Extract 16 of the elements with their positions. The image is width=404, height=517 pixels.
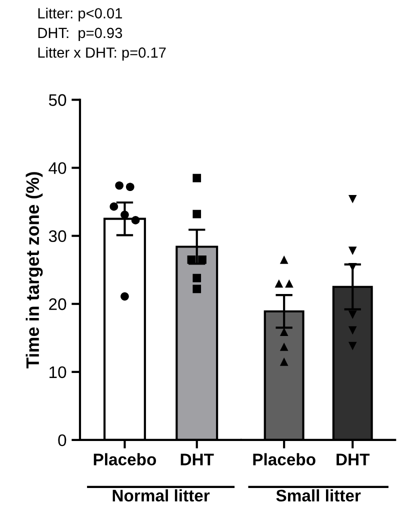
text: DHT: p=0.93 <box>38 28 122 41</box>
y-tick-label: 0 <box>58 434 66 446</box>
y-axis-title: Time in target zone (%) <box>26 172 43 368</box>
text: Litter x DHT: p=0.17 <box>38 47 166 61</box>
x-tick-label: Placebo <box>94 453 156 466</box>
text: Litter: p<0.01 <box>38 8 122 22</box>
y-tick-label: 30 <box>48 230 66 242</box>
y-tick-label: 50 <box>48 94 66 106</box>
x-tick-label: DHT <box>180 454 214 466</box>
x-axis-title: Small litter <box>276 489 361 502</box>
x-tick-label: DHT <box>336 454 370 466</box>
y-tick-label: 20 <box>49 298 66 310</box>
y-tick-label: 10 <box>50 366 66 378</box>
y-tick-label: 40 <box>48 162 66 174</box>
x-axis-title: Normal litter <box>112 489 210 502</box>
x-tick-label: Placebo <box>253 453 316 466</box>
